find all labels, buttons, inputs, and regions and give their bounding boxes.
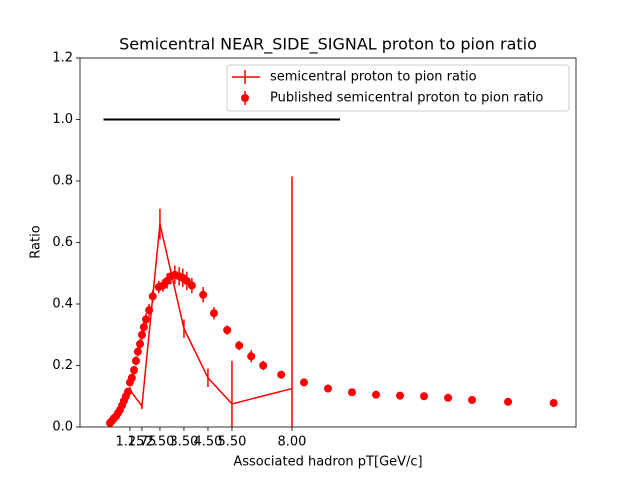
marker xyxy=(549,399,558,408)
x-tick-label: 5.50 xyxy=(217,435,246,450)
y-tick-label: 0.2 xyxy=(52,358,73,373)
marker xyxy=(145,306,154,315)
marker xyxy=(199,290,208,299)
marker xyxy=(182,276,191,285)
marker xyxy=(137,330,146,339)
marker xyxy=(372,390,381,399)
chart-title: Semicentral NEAR_SIDE_SIGNAL proton to p… xyxy=(119,35,537,55)
x-tick-label: 4.50 xyxy=(193,435,222,450)
plot-area xyxy=(103,118,558,427)
y-tick-label: 0.8 xyxy=(52,174,73,189)
marker xyxy=(131,356,140,365)
x-axis-label: Associated hadron pT[GeV/c] xyxy=(233,455,422,470)
y-tick-label: 1.2 xyxy=(52,51,73,66)
marker xyxy=(187,281,196,290)
marker xyxy=(130,366,139,375)
marker xyxy=(136,339,145,348)
y-tick-label: 1.0 xyxy=(52,112,73,127)
marker xyxy=(444,393,453,402)
legend-label: semicentral proton to pion ratio xyxy=(270,70,477,85)
marker xyxy=(396,391,405,400)
marker xyxy=(259,361,268,370)
marker xyxy=(223,326,232,335)
marker xyxy=(133,347,142,356)
legend-box xyxy=(226,64,570,112)
marker xyxy=(124,387,133,396)
marker xyxy=(504,397,513,406)
marker xyxy=(209,309,218,318)
marker xyxy=(127,373,136,382)
axes-frame xyxy=(79,57,577,428)
marker xyxy=(247,352,256,361)
x-tick-label: 1.75 xyxy=(127,435,156,450)
marker xyxy=(148,292,157,301)
x-tick-label: 8.00 xyxy=(278,435,307,450)
marker xyxy=(235,341,244,350)
legend-marker xyxy=(241,94,249,102)
x-tick-label: 3.50 xyxy=(169,435,198,450)
marker xyxy=(299,378,308,387)
y-tick-label: 0.6 xyxy=(52,235,73,250)
marker xyxy=(324,384,332,393)
y-axis-label: Ratio xyxy=(29,225,44,258)
marker xyxy=(468,395,477,404)
x-tick-label: 1.25 xyxy=(115,435,144,450)
marker xyxy=(277,370,286,379)
marker xyxy=(348,388,357,397)
marker xyxy=(142,315,151,324)
legend-label: Published semicentral proton to pion rat… xyxy=(270,91,543,106)
marker xyxy=(420,392,429,401)
y-tick-label: 0.4 xyxy=(52,297,73,312)
y-tick-label: 0.0 xyxy=(52,420,73,435)
x-tick-label: 2.50 xyxy=(145,435,174,450)
